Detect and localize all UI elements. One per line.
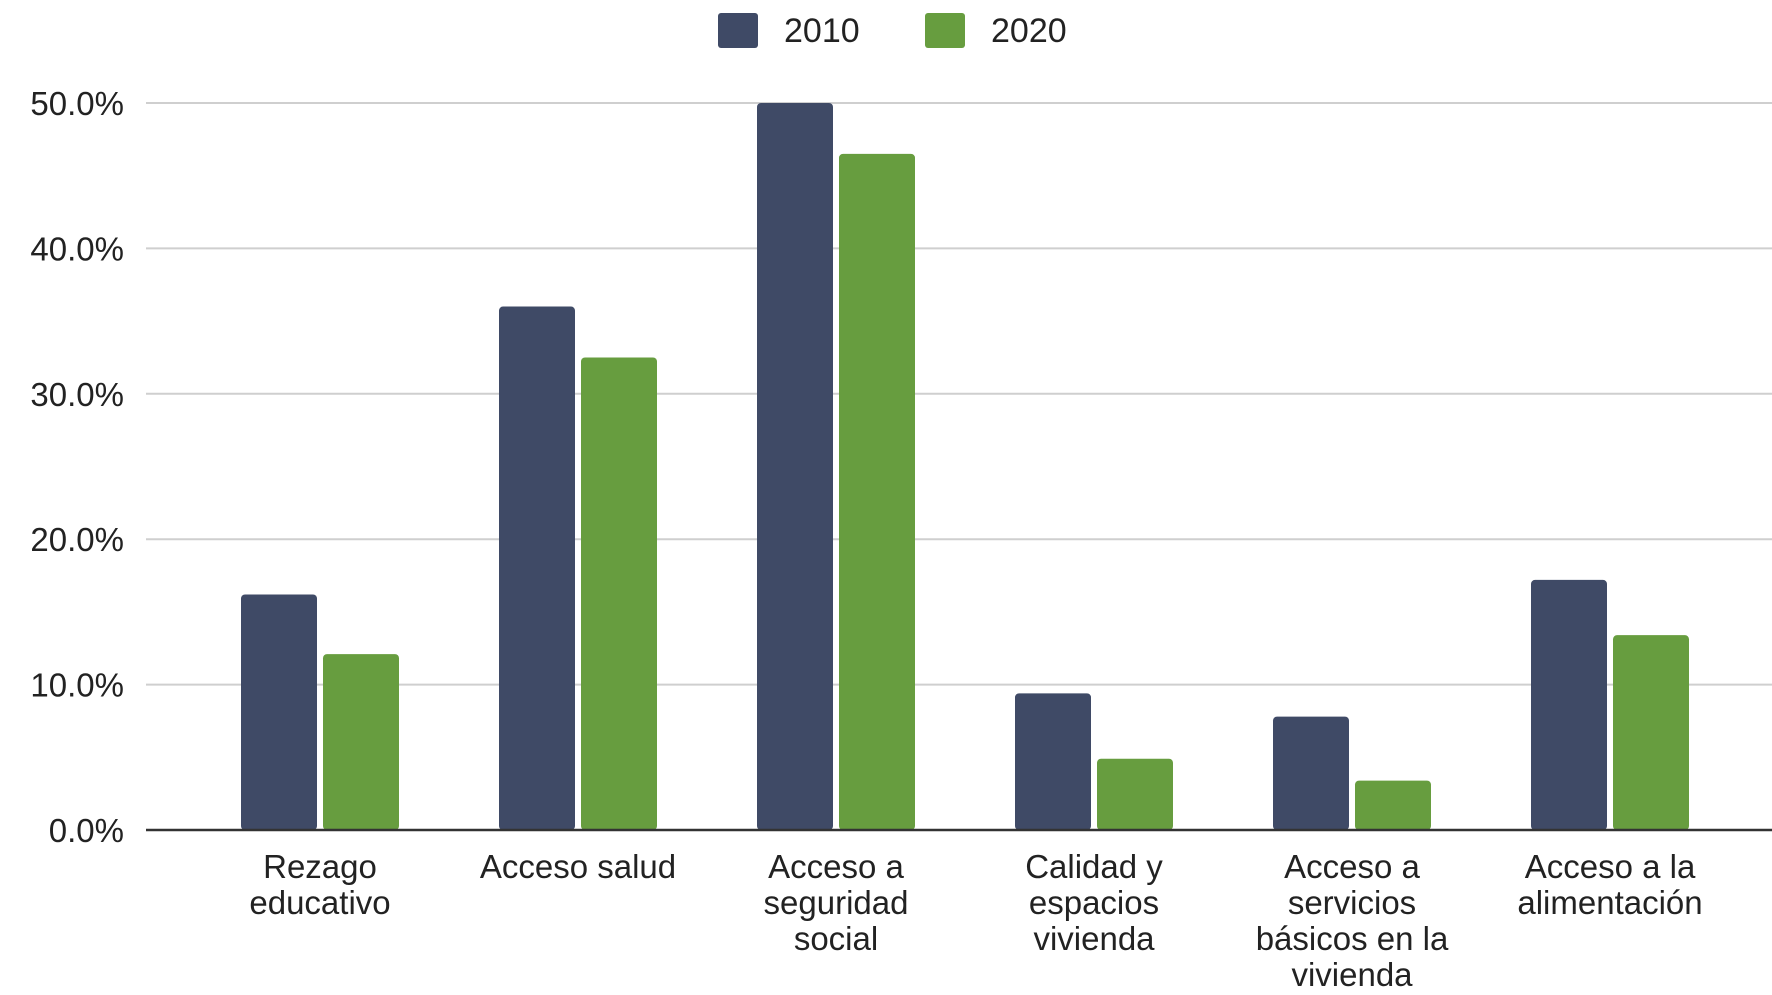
x-category-label-line: educativo [249, 884, 390, 921]
x-category-label-line: espacios [1029, 884, 1159, 921]
x-category-label-line: Acceso a la [1525, 848, 1696, 885]
x-category-label-line: Calidad y [1025, 848, 1163, 885]
bar-2010 [241, 594, 317, 830]
x-category-label-line: Rezago [263, 848, 377, 885]
y-axis-ticks: 0.0% 10.0% 20.0% 30.0% 40.0% 50.0% [30, 85, 124, 849]
legend: 2010 2020 [718, 12, 1067, 50]
x-category-label-line: servicios [1288, 884, 1416, 921]
y-tick-label: 0.0% [49, 812, 124, 849]
x-category-label-line: básicos en la [1256, 920, 1449, 957]
x-category-label-line: social [794, 920, 878, 957]
bar-2010 [1015, 693, 1091, 830]
y-tick-label: 40.0% [30, 230, 124, 267]
x-category-label: Rezago educativo [249, 848, 390, 921]
x-category-label-line: vivienda [1033, 920, 1155, 957]
x-category-label-line: Acceso a [768, 848, 904, 885]
x-category-label-line: Acceso salud [480, 848, 676, 885]
x-category-label-line: alimentación [1517, 884, 1702, 921]
bar-2020 [581, 357, 657, 830]
bar-2010 [1531, 579, 1607, 830]
x-category-label: Acceso salud [480, 848, 676, 885]
bar-2010 [499, 306, 575, 830]
x-category-label: Calidad y espacios vivienda [1025, 848, 1163, 957]
bars [241, 103, 1689, 830]
bar-2020 [1355, 780, 1431, 830]
bar-2010 [757, 103, 833, 830]
bar-2010 [1273, 716, 1349, 830]
x-category-label: Acceso a la alimentación [1517, 848, 1702, 921]
x-category-label: Acceso a seguridad social [764, 848, 909, 957]
x-category-label-line: seguridad [764, 884, 909, 921]
bar-2020 [839, 153, 915, 830]
y-tick-label: 30.0% [30, 376, 124, 413]
y-tick-label: 10.0% [30, 667, 124, 704]
legend-label-2010: 2010 [784, 12, 860, 50]
x-category-label-line: vivienda [1291, 956, 1413, 990]
bar-2020 [323, 654, 399, 830]
legend-swatch-2020 [925, 13, 965, 48]
bar-2020 [1613, 635, 1689, 830]
legend-swatch-2010 [718, 13, 758, 48]
x-category-label: Acceso a servicios básicos en la vivienda [1256, 848, 1449, 990]
x-category-label-line: Acceso a [1284, 848, 1420, 885]
bar-2020 [1097, 758, 1173, 830]
y-tick-label: 20.0% [30, 521, 124, 558]
y-tick-label: 50.0% [30, 85, 124, 122]
legend-label-2020: 2020 [991, 12, 1067, 50]
gridlines [146, 102, 1772, 686]
